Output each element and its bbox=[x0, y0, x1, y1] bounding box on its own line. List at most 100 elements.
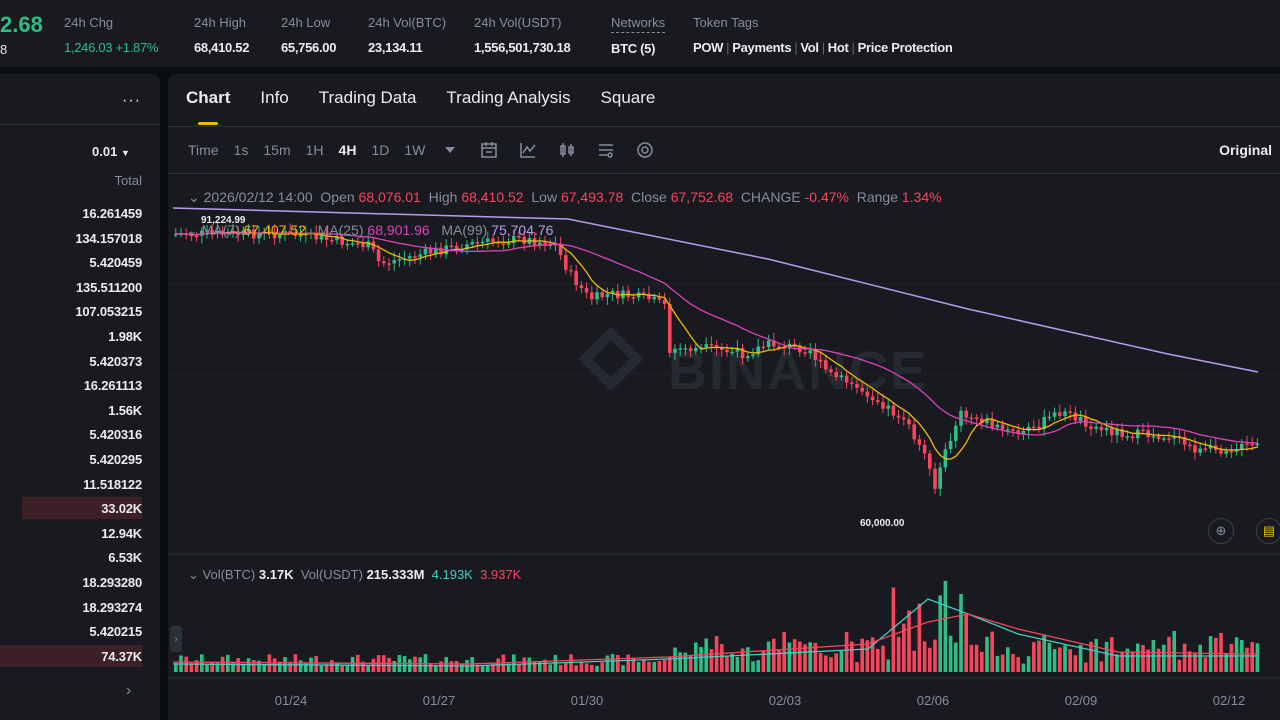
candle-body bbox=[174, 233, 178, 236]
x-axis-label: 01/27 bbox=[422, 693, 456, 708]
order-book-row[interactable]: 74.37K bbox=[0, 644, 160, 667]
tab-chart[interactable]: Chart bbox=[186, 88, 231, 125]
volume-bar bbox=[1208, 636, 1213, 672]
volume-bar bbox=[1058, 647, 1062, 672]
order-book-total: 16.261459 bbox=[82, 206, 142, 221]
candle-body bbox=[246, 229, 251, 231]
collapse-chevron-icon[interactable]: ⌄ bbox=[188, 567, 199, 582]
order-book-row[interactable]: 33.02K bbox=[0, 497, 160, 520]
order-book-row[interactable]: 16.261459 bbox=[0, 202, 160, 224]
volume-bar bbox=[506, 663, 511, 672]
timeframe-time[interactable]: Time bbox=[188, 142, 219, 158]
chevron-right-icon[interactable]: › bbox=[126, 682, 132, 699]
order-book-row[interactable]: 11.518122 bbox=[0, 473, 160, 495]
volume-bar bbox=[418, 657, 422, 672]
stat-value: 68,410.52 bbox=[194, 40, 250, 55]
candle-body bbox=[538, 242, 542, 246]
precision-select[interactable]: 0.01 ▼ bbox=[92, 144, 130, 159]
order-book-row[interactable]: 5.420459 bbox=[0, 251, 160, 273]
volume-bar bbox=[1193, 653, 1197, 672]
token-tags: Token Tags POW | Payments | Vol | Hot | Price Pr… bbox=[693, 15, 953, 55]
candle-body bbox=[335, 236, 339, 241]
timeframe-4h[interactable]: 4H bbox=[338, 142, 357, 158]
chart-settings-icon[interactable]: ▤ bbox=[1256, 518, 1280, 544]
volume-bar bbox=[413, 656, 417, 672]
calendar-icon[interactable] bbox=[479, 140, 499, 160]
candle-body bbox=[964, 410, 968, 418]
candle-body bbox=[423, 248, 428, 255]
candle-body bbox=[506, 243, 511, 245]
volume-bar bbox=[777, 649, 781, 672]
dropdown-caret-icon[interactable] bbox=[440, 140, 460, 160]
volume-legend: ⌄ Vol(BTC) 3.17K Vol(USDT) 215.333M 4.19… bbox=[188, 567, 521, 583]
order-book-row[interactable]: 135.511200 bbox=[0, 276, 160, 298]
tab-square[interactable]: Square bbox=[600, 88, 656, 107]
stat-label[interactable]: Networks bbox=[611, 15, 666, 33]
collapse-chevron-icon[interactable]: ⌄ bbox=[186, 222, 198, 238]
timeframe-1w[interactable]: 1W bbox=[404, 142, 426, 158]
tab-info[interactable]: Info bbox=[260, 88, 289, 107]
order-book-row[interactable]: 16.261113 bbox=[0, 374, 160, 396]
timeframe-15m[interactable]: 15m bbox=[263, 142, 291, 158]
order-book-row[interactable]: 5.420295 bbox=[0, 448, 160, 470]
original-view-button[interactable]: Original bbox=[1219, 142, 1272, 158]
candle-body bbox=[860, 387, 864, 392]
candle-body bbox=[1099, 426, 1104, 431]
tag-payments[interactable]: Payments bbox=[732, 40, 792, 55]
indicator-icon[interactable] bbox=[518, 140, 538, 160]
timeframe-1d[interactable]: 1D bbox=[371, 142, 390, 158]
collapse-chevron-icon[interactable]: ⌄ bbox=[188, 189, 200, 205]
order-book-row[interactable]: 5.420316 bbox=[0, 423, 160, 445]
volume-bar bbox=[730, 653, 734, 672]
chevron-right-icon[interactable]: › bbox=[170, 626, 182, 652]
stat-value[interactable]: BTC (5) bbox=[611, 41, 656, 56]
ma99-label: MA(99) bbox=[441, 222, 488, 238]
order-book-row[interactable]: 134.157018 bbox=[0, 227, 160, 249]
stat-label: 24h Vol(USDT) bbox=[474, 15, 562, 30]
gear-icon[interactable] bbox=[635, 140, 655, 160]
order-book-row[interactable]: 12.94K bbox=[0, 522, 160, 544]
timeframe-1h[interactable]: 1H bbox=[305, 142, 324, 158]
candle-body bbox=[922, 444, 927, 454]
volume-bar bbox=[200, 654, 204, 672]
volume-bar bbox=[1198, 644, 1202, 672]
order-book-row[interactable]: 1.56K bbox=[0, 399, 160, 421]
tag-price-protection[interactable]: Price Protection bbox=[857, 40, 953, 55]
candle-style-icon[interactable] bbox=[557, 140, 577, 160]
candlestick-chart[interactable] bbox=[168, 74, 1280, 720]
globe-icon[interactable]: ⊕ bbox=[1208, 518, 1234, 544]
tag-hot[interactable]: Hot bbox=[827, 40, 849, 55]
tag-vol[interactable]: Vol bbox=[800, 40, 819, 55]
volume-bar bbox=[1120, 651, 1124, 672]
token-tags-list: POW | Payments | Vol | Hot | Price Protection bbox=[693, 40, 953, 55]
order-book-row[interactable]: 18.293274 bbox=[0, 596, 160, 618]
order-book-row[interactable]: 6.53K bbox=[0, 546, 160, 568]
ohlc-date: 2026/02/12 14:00 bbox=[203, 189, 313, 205]
order-book-total: 134.157018 bbox=[75, 230, 142, 246]
x-axis-label: 02/09 bbox=[1064, 693, 1098, 708]
order-book-row[interactable]: 107.053215 bbox=[0, 300, 160, 322]
candle-body bbox=[1115, 429, 1119, 436]
ma25-line bbox=[175, 232, 1258, 444]
volume-bar bbox=[1188, 651, 1192, 672]
volume-bar bbox=[1156, 648, 1161, 672]
candle-body bbox=[1167, 438, 1171, 440]
settings-sliders-icon[interactable] bbox=[596, 140, 616, 160]
tab-trading-analysis[interactable]: Trading Analysis bbox=[446, 88, 571, 107]
tab-trading-data[interactable]: Trading Data bbox=[318, 88, 417, 107]
candle-body bbox=[631, 297, 636, 299]
order-book-row[interactable]: 1.98K bbox=[0, 325, 160, 347]
volume-bar bbox=[538, 661, 542, 672]
tag-pow[interactable]: POW bbox=[693, 40, 724, 55]
order-book-row[interactable]: 18.293280 bbox=[0, 571, 160, 593]
candle-body bbox=[1032, 426, 1036, 429]
volume-bar bbox=[678, 652, 682, 672]
stat-networks[interactable]: Networks BTC (5) bbox=[611, 15, 666, 56]
candle-body bbox=[210, 230, 214, 234]
candle-body bbox=[200, 230, 204, 236]
order-book-row[interactable]: 5.420373 bbox=[0, 350, 160, 372]
timeframe-1s[interactable]: 1s bbox=[233, 142, 249, 158]
order-book-row[interactable]: 5.420215 bbox=[0, 620, 160, 642]
more-dots-icon[interactable]: ··· bbox=[122, 92, 141, 109]
volume-bar bbox=[1234, 637, 1239, 672]
